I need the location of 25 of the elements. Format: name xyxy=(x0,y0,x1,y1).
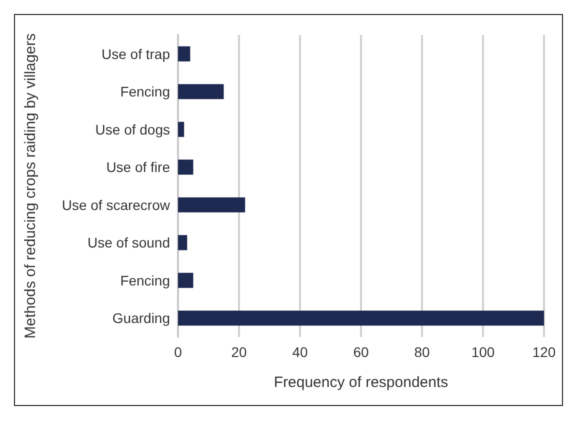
bar xyxy=(178,122,184,137)
y-tick-label: Use of sound xyxy=(88,234,170,251)
x-tick-label: 20 xyxy=(231,344,247,360)
bar xyxy=(178,84,224,100)
bar xyxy=(178,235,188,250)
x-tick-label: 60 xyxy=(353,344,369,360)
y-tick-label: Use of scarecrow xyxy=(62,196,171,213)
x-axis-title: Frequency of respondents xyxy=(274,374,448,391)
y-tick-label: Use of dogs xyxy=(95,121,170,138)
y-tick-label: Use of trap xyxy=(102,46,170,62)
bar xyxy=(178,197,246,212)
x-tick-label: 40 xyxy=(292,344,308,360)
y-tick-label: Fencing xyxy=(120,84,170,100)
y-tick-label: Use of fire xyxy=(106,159,170,176)
y-axis-title: Methods of reducing crops raiding by villagers xyxy=(22,33,39,339)
x-tick-label: 80 xyxy=(414,344,430,360)
bar xyxy=(178,46,190,62)
x-tick-label: 120 xyxy=(532,344,556,360)
bar xyxy=(178,272,194,288)
y-tick-label: Fencing xyxy=(120,272,170,288)
bar xyxy=(178,160,194,175)
x-tick-label: 100 xyxy=(471,344,495,360)
y-tick-label: Guarding xyxy=(112,310,170,326)
bar xyxy=(178,310,544,326)
x-tick-label: 0 xyxy=(174,344,182,360)
